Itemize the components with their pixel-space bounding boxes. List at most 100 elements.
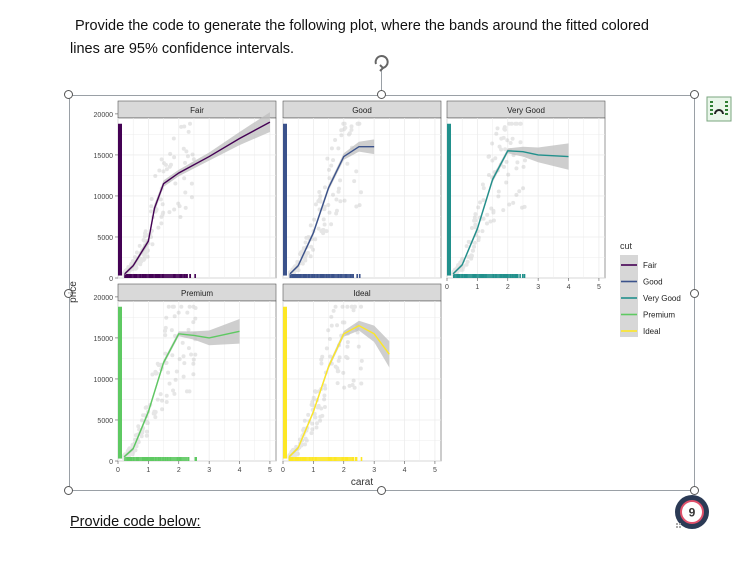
scatter-point <box>185 154 190 159</box>
scatter-point <box>313 389 318 394</box>
layout-options-icon[interactable] <box>706 96 732 122</box>
scatter-point <box>167 210 172 215</box>
scatter-point <box>320 413 325 418</box>
legend-label-ideal: Ideal <box>643 327 661 336</box>
scatter-point <box>472 244 477 249</box>
scatter-point <box>517 189 522 194</box>
scatter-point <box>179 124 184 129</box>
scatter-point <box>298 251 303 256</box>
scatter-point <box>349 304 354 309</box>
resize-handle-bottom-left[interactable] <box>64 486 73 495</box>
scatter-point <box>341 127 346 132</box>
rug-mark-x <box>355 457 358 461</box>
scatter-point <box>181 146 186 151</box>
resize-handle-top-left[interactable] <box>64 90 73 99</box>
scatter-point <box>323 386 328 391</box>
scatter-point <box>490 141 495 146</box>
scatter-point <box>341 121 346 126</box>
scatter-point <box>167 381 172 386</box>
rug-mark-x <box>195 457 197 461</box>
scatter-point <box>476 238 481 243</box>
scatter-point <box>173 377 178 382</box>
scatter-point <box>164 167 169 172</box>
scatter-point <box>469 256 474 261</box>
resize-handle-bottom-right[interactable] <box>690 486 699 495</box>
scatter-point <box>299 250 304 255</box>
panel-background <box>117 117 277 279</box>
fitted-line <box>123 330 240 458</box>
scatter-point <box>149 204 154 209</box>
scatter-point <box>481 186 486 191</box>
x-tick-label: 0 <box>445 284 449 291</box>
legend-label-good: Good <box>643 278 663 287</box>
scatter-point <box>163 351 168 356</box>
rug-band-y <box>447 123 451 276</box>
scatter-point <box>191 157 196 162</box>
scatter-point <box>358 190 363 195</box>
scatter-point <box>334 197 339 202</box>
scatter-point <box>166 304 171 309</box>
rotate-handle-icon[interactable] <box>369 52 393 72</box>
scatter-point <box>491 208 496 213</box>
scatter-point <box>496 194 501 199</box>
scatter-point <box>491 218 496 223</box>
scatter-point <box>131 450 136 455</box>
scatter-point <box>346 132 351 137</box>
scatter-point <box>172 207 177 212</box>
scatter-point <box>308 254 313 259</box>
scatter-point <box>184 149 189 154</box>
scatter-point <box>186 129 191 134</box>
scatter-point <box>144 429 149 434</box>
rug-mark-x <box>352 457 355 461</box>
x-tick-label: 1 <box>311 467 315 474</box>
notification-badge-icon[interactable]: 9 <box>674 494 710 530</box>
scatter-point <box>328 354 333 359</box>
scatter-point <box>153 371 158 376</box>
scatter-point <box>310 403 315 408</box>
y-tick-label: 0 <box>109 276 113 283</box>
scatter-point <box>191 304 196 309</box>
resize-handle-bottom[interactable] <box>377 486 386 495</box>
scatter-point <box>309 431 314 436</box>
panel-premium: Premium 0 5000 10000 15000 20000 0 1 2 3 4 5 <box>94 283 277 474</box>
scatter-point <box>139 256 144 261</box>
resize-handle-top-right[interactable] <box>690 90 699 99</box>
facet-strip-label: Fair <box>190 106 204 115</box>
scatter-point <box>336 189 341 194</box>
resize-handle-top[interactable] <box>377 90 386 99</box>
question-prompt: Provide the code to generate the followi… <box>70 15 710 61</box>
x-tick-label: 4 <box>403 467 407 474</box>
legend: cut Fair Good Very Good Premium Ideal <box>620 241 681 337</box>
scatter-point <box>336 146 341 151</box>
rug-band-y <box>283 306 287 459</box>
scatter-point <box>312 217 317 222</box>
scatter-point <box>303 240 308 245</box>
rug-mark-x <box>356 274 358 278</box>
resize-handle-left[interactable] <box>64 289 73 298</box>
scatter-point <box>315 405 320 410</box>
scatter-point <box>134 250 139 255</box>
scatter-point <box>350 304 355 309</box>
scatter-point <box>322 204 327 209</box>
scatter-point <box>130 259 135 264</box>
facet-strip-label: Premium <box>181 289 213 298</box>
scatter-point <box>502 125 507 130</box>
rug-mark-x <box>516 274 519 278</box>
scatter-point <box>183 190 188 195</box>
scatter-point <box>164 360 169 365</box>
resize-handle-right[interactable] <box>690 289 699 298</box>
scatter-point <box>501 135 506 140</box>
scatter-point <box>507 202 512 207</box>
rug-mark-x <box>360 457 363 461</box>
y-tick-label: 10000 <box>94 377 114 384</box>
rug-band-y <box>118 123 122 276</box>
scatter-point <box>359 381 364 386</box>
scatter-point <box>353 304 358 309</box>
scatter-point <box>317 189 322 194</box>
scatter-point <box>156 225 161 230</box>
scatter-point <box>327 210 332 215</box>
scatter-point <box>493 156 498 161</box>
scatter-point <box>166 370 171 375</box>
scatter-point <box>303 257 308 262</box>
scatter-point <box>133 433 138 438</box>
